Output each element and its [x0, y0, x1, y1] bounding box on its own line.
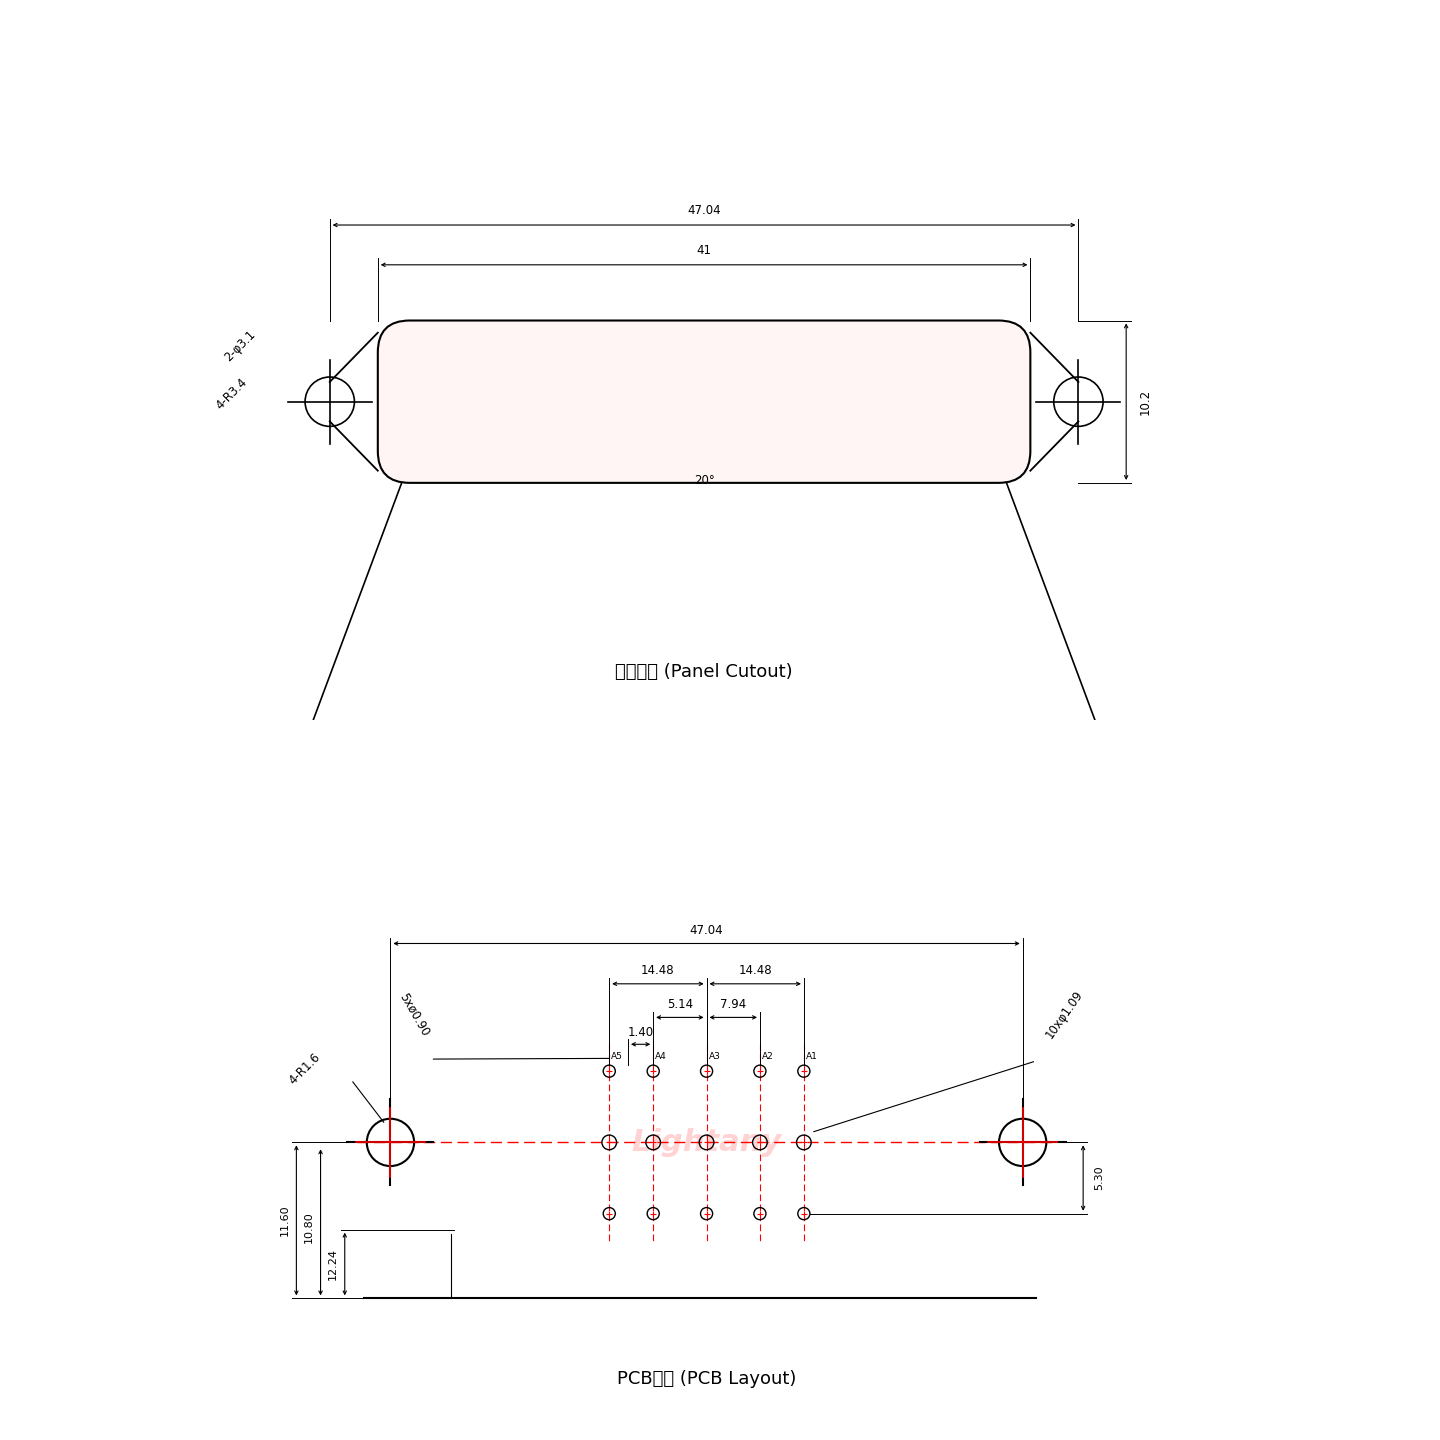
- Text: A5: A5: [611, 1053, 624, 1061]
- Text: PCB布局 (PCB Layout): PCB布局 (PCB Layout): [616, 1369, 796, 1388]
- Text: 10.80: 10.80: [304, 1211, 314, 1243]
- Text: 5xø0.90: 5xø0.90: [397, 991, 432, 1038]
- FancyBboxPatch shape: [377, 321, 1031, 482]
- Text: 14.48: 14.48: [739, 965, 772, 978]
- Text: 10.2: 10.2: [1139, 389, 1152, 415]
- Text: 47.04: 47.04: [690, 924, 723, 937]
- Text: 47.04: 47.04: [687, 204, 721, 217]
- Text: 1.40: 1.40: [628, 1025, 654, 1038]
- Text: 4-R1.6: 4-R1.6: [287, 1050, 323, 1087]
- Text: Lightany: Lightany: [629, 387, 779, 416]
- Text: 12.24: 12.24: [328, 1248, 338, 1280]
- Text: 5.14: 5.14: [667, 998, 693, 1011]
- Text: Lightany: Lightany: [631, 1128, 782, 1156]
- Text: 14.48: 14.48: [641, 965, 675, 978]
- Text: A3: A3: [708, 1053, 720, 1061]
- Text: A2: A2: [762, 1053, 773, 1061]
- Text: 2-φ3.1: 2-φ3.1: [222, 328, 258, 364]
- Text: 11.60: 11.60: [279, 1204, 289, 1236]
- Text: 41: 41: [697, 243, 711, 256]
- Text: A1: A1: [806, 1053, 818, 1061]
- Text: A4: A4: [655, 1053, 667, 1061]
- Text: 10xφ1.09: 10xφ1.09: [1043, 988, 1086, 1041]
- Text: 7.94: 7.94: [720, 998, 746, 1011]
- Text: 20°: 20°: [694, 474, 714, 487]
- Text: 面板开孔 (Panel Cutout): 面板开孔 (Panel Cutout): [615, 664, 793, 681]
- Text: 5.30: 5.30: [1094, 1166, 1104, 1191]
- Text: 4-R3.4: 4-R3.4: [213, 376, 251, 412]
